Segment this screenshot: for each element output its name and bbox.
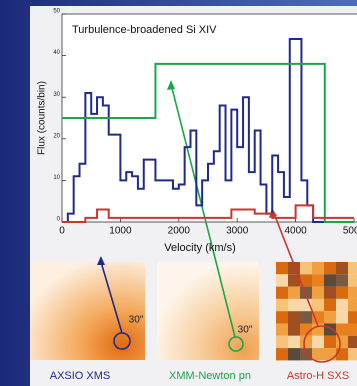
x-tick-label: 2000 [168,226,191,237]
step-line [62,204,354,223]
pixel [300,311,312,324]
axsio-image [30,262,145,360]
pixel [276,311,288,324]
pixel [288,323,300,336]
pixel [288,274,300,287]
pixel [276,286,288,299]
image-label: Astro-H SXS [287,370,349,382]
pixel [336,262,348,275]
pixel [324,274,336,287]
arrows [97,80,341,363]
arrow [171,87,236,338]
y-axis-label: Flux (counts/bin) [37,81,48,155]
image-label: AXSIO XMS [50,370,111,382]
pixel [312,348,324,361]
arrowhead [97,256,105,265]
astro-image [276,262,357,361]
pixel [312,286,324,299]
pixel [324,286,336,299]
pixel [276,262,288,275]
pixel [276,274,288,287]
scale-label: 30″ [129,315,144,326]
step-line [62,37,354,223]
x-tick-label: 1000 [109,226,132,237]
pixel [288,335,300,349]
pixel [300,274,312,287]
pixel [336,311,348,324]
pixel [276,348,288,361]
x-axis-label: Velocity (km/s) [164,242,236,254]
pixel [348,298,357,312]
pixel [324,323,336,336]
pixel [324,335,336,349]
thumbnails [30,262,357,361]
y-tick-label: 30 [53,92,60,98]
scale-label: 30″ [238,325,253,336]
pixel [312,262,324,275]
y-tick-label: 20 [53,133,60,139]
pixel [312,335,324,349]
annotation: Turbulence-broadened Si XIV [72,24,217,36]
pixel [324,298,336,312]
arrow [274,215,319,327]
pixel [348,311,357,324]
y-tick-label: 0 [57,217,61,223]
pixel [336,323,348,336]
pixel [312,274,324,287]
pixel [336,286,348,299]
pixel [324,348,336,361]
arrowhead [167,80,175,90]
x-tick-label: 5000 [343,226,357,237]
xmm-image [157,262,259,360]
x-tick-label: 3000 [226,226,249,237]
image-label: XMM-Newton pn [169,370,251,382]
pixel [348,274,357,287]
pixel [288,348,300,361]
step-line [62,62,354,223]
pixel [312,298,324,312]
circle [228,336,244,352]
pixel [336,274,348,287]
x-tick-label: 4000 [284,226,307,237]
pixel [348,323,357,336]
y-tick-label: 40 [53,50,60,56]
pixel [324,311,336,324]
circle [303,325,341,363]
pixel [348,286,357,299]
pixel [348,262,357,275]
pixel [348,348,357,361]
x-tick-label: 0 [59,226,65,237]
pixel [288,311,300,324]
arrow [100,261,123,334]
pixel [276,323,288,336]
pixel [336,348,348,361]
y-tick-label: 50 [53,9,60,15]
pixel [288,298,300,312]
pixel [324,262,336,275]
pixel [276,298,288,312]
y-tick-label: 10 [53,175,60,181]
pixel [348,335,357,349]
pixel [336,335,348,349]
pixel [288,286,300,299]
pixel [300,335,312,349]
pixel [276,335,288,349]
pixel [336,298,348,312]
pixel [300,262,312,275]
